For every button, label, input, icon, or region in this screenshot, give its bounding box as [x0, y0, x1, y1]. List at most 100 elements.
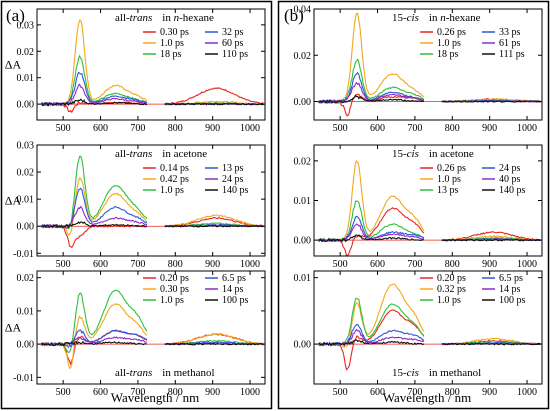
- series-line: [41, 329, 264, 366]
- legend-label: 140 ps: [222, 185, 249, 196]
- series-line: [41, 54, 264, 106]
- x-tick-label: 700: [130, 123, 145, 134]
- series-line: [318, 200, 541, 243]
- x-tick-label: 800: [168, 387, 183, 398]
- x-tick-label: 800: [445, 387, 460, 398]
- subplot-title: all-trans in n-hexane: [115, 12, 214, 24]
- y-tick-label: 0.03: [17, 141, 35, 152]
- panel-b-frame: [277, 0, 550, 410]
- legend-label: 40 ps: [499, 174, 521, 185]
- x-tick-label: 1000: [240, 259, 260, 270]
- legend-label: 0.30 ps: [160, 284, 189, 295]
- legend-label: 13 ps: [222, 163, 244, 174]
- x-tick-label: 900: [482, 123, 497, 134]
- subplot-a-2: -0.01 0.00 0.01 0.02 0.03 500 600 700 800 900 1000…: [5, 141, 266, 270]
- x-tick-label: 600: [93, 123, 108, 134]
- legend-label: 1.0 ps: [160, 185, 184, 196]
- x-tick-label: 1000: [517, 387, 537, 398]
- x-tick-label: 800: [168, 123, 183, 134]
- legend-label: 110 ps: [222, 49, 248, 60]
- subplot-title: 15-cis in n-hexane: [392, 12, 481, 24]
- subplot-title: all-trans in acetone: [115, 148, 207, 160]
- y-tick-label: 0.02: [294, 51, 312, 62]
- legend-label: 32 ps: [222, 27, 244, 38]
- panel-a-xlabel: Wavelength / nm: [111, 390, 200, 405]
- y-axis-label: ΔA: [5, 321, 22, 335]
- x-tick-label: 700: [407, 123, 422, 134]
- panel-b-xlabel: Wavelength / nm: [383, 390, 472, 405]
- x-tick-label: 900: [482, 259, 497, 270]
- plot-frame: [36, 270, 266, 385]
- y-axis-label: ΔA: [5, 58, 22, 72]
- legend-label: 0.26 ps: [437, 27, 466, 38]
- x-tick-label: 500: [56, 387, 71, 398]
- legend-label: 100 ps: [499, 295, 526, 306]
- legend-label: 24 ps: [499, 163, 521, 174]
- legend-label: 14 ps: [222, 284, 244, 295]
- x-tick-label: 900: [205, 259, 220, 270]
- legend-label: 0.42 ps: [160, 174, 189, 185]
- y-tick-label: 0.03: [17, 20, 35, 31]
- x-tick-label: 500: [56, 259, 71, 270]
- x-tick-label: 600: [370, 387, 385, 398]
- legend-label: 0.20 ps: [437, 273, 466, 284]
- series-line: [318, 58, 541, 105]
- series-line: [318, 234, 541, 243]
- x-tick-label: 700: [407, 387, 422, 398]
- subplot-b-3: 0.00 0.01 500 600 700 800 900 1000 15-cis in meth…: [294, 270, 543, 398]
- subplot-b-2: 0.00 0.01 0.02 500 600 700 800 900 1000 15-cis in …: [294, 144, 543, 270]
- series-line: [318, 94, 541, 104]
- legend-label: 60 ps: [222, 38, 244, 49]
- y-tick-label: 0.02: [294, 156, 312, 167]
- y-tick-label: 0.01: [17, 306, 35, 317]
- series-line: [41, 221, 264, 229]
- x-tick-label: 600: [370, 259, 385, 270]
- legend-label: 1.0 ps: [160, 38, 184, 49]
- legend-label: 33 ps: [499, 27, 521, 38]
- y-tick-label: -0.01: [13, 373, 34, 384]
- y-tick-label: 0.00: [17, 100, 35, 111]
- x-tick-label: 800: [445, 259, 460, 270]
- series-line: [40, 98, 264, 107]
- y-tick-label: 0.02: [17, 168, 35, 179]
- x-tick-label: 900: [205, 387, 220, 398]
- x-tick-label: 800: [168, 259, 183, 270]
- y-tick-label: 0.04: [294, 5, 312, 16]
- legend-label: 1.0 ps: [437, 295, 461, 306]
- legend-label: 13 ps: [437, 185, 459, 196]
- y-axis-label: ΔA: [5, 194, 22, 208]
- plot-frame: [313, 8, 543, 121]
- legend-label: 0.30 ps: [160, 27, 189, 38]
- legend-label: 1.0 ps: [160, 295, 184, 306]
- x-tick-label: 600: [93, 387, 108, 398]
- panel-b-letter: (b): [284, 6, 304, 25]
- series-line: [318, 93, 541, 117]
- x-tick-label: 500: [333, 259, 348, 270]
- subplot-b-1: 0.00 0.02 0.04 500 600 700 800 900 1000 15-cis in …: [294, 5, 543, 134]
- legend-label: 1.0 ps: [437, 174, 461, 185]
- legend-label: 18 ps: [160, 49, 182, 60]
- legend-label: 0.26 ps: [437, 163, 466, 174]
- y-tick-label: 0.01: [294, 273, 312, 284]
- series-line: [318, 339, 541, 347]
- y-tick-label: 0.00: [294, 236, 312, 247]
- x-tick-label: 1000: [240, 387, 260, 398]
- legend-label: 111 ps: [499, 49, 525, 60]
- y-tick-label: -0.01: [13, 249, 34, 260]
- legend-label: 0.20 ps: [160, 273, 189, 284]
- legend-label: 18 ps: [437, 49, 459, 60]
- x-tick-label: 700: [130, 387, 145, 398]
- subplot-title: 15-cis in acetone: [392, 148, 474, 160]
- plot-frame: [36, 8, 266, 121]
- x-tick-label: 1000: [517, 259, 537, 270]
- y-tick-label: 0.02: [17, 273, 35, 284]
- legend-label: 1.0 ps: [437, 38, 461, 49]
- series-line: [41, 340, 264, 347]
- x-tick-label: 700: [407, 259, 422, 270]
- y-tick-label: 0.01: [17, 73, 35, 84]
- y-tick-label: 0.00: [294, 340, 312, 351]
- x-tick-label: 900: [205, 123, 220, 134]
- subplot-a-1: 0.00 0.01 0.02 0.03 500 600 700 800 900 1000 ΔA all…: [5, 8, 266, 134]
- x-tick-label: 700: [130, 259, 145, 270]
- x-tick-label: 1000: [240, 123, 260, 134]
